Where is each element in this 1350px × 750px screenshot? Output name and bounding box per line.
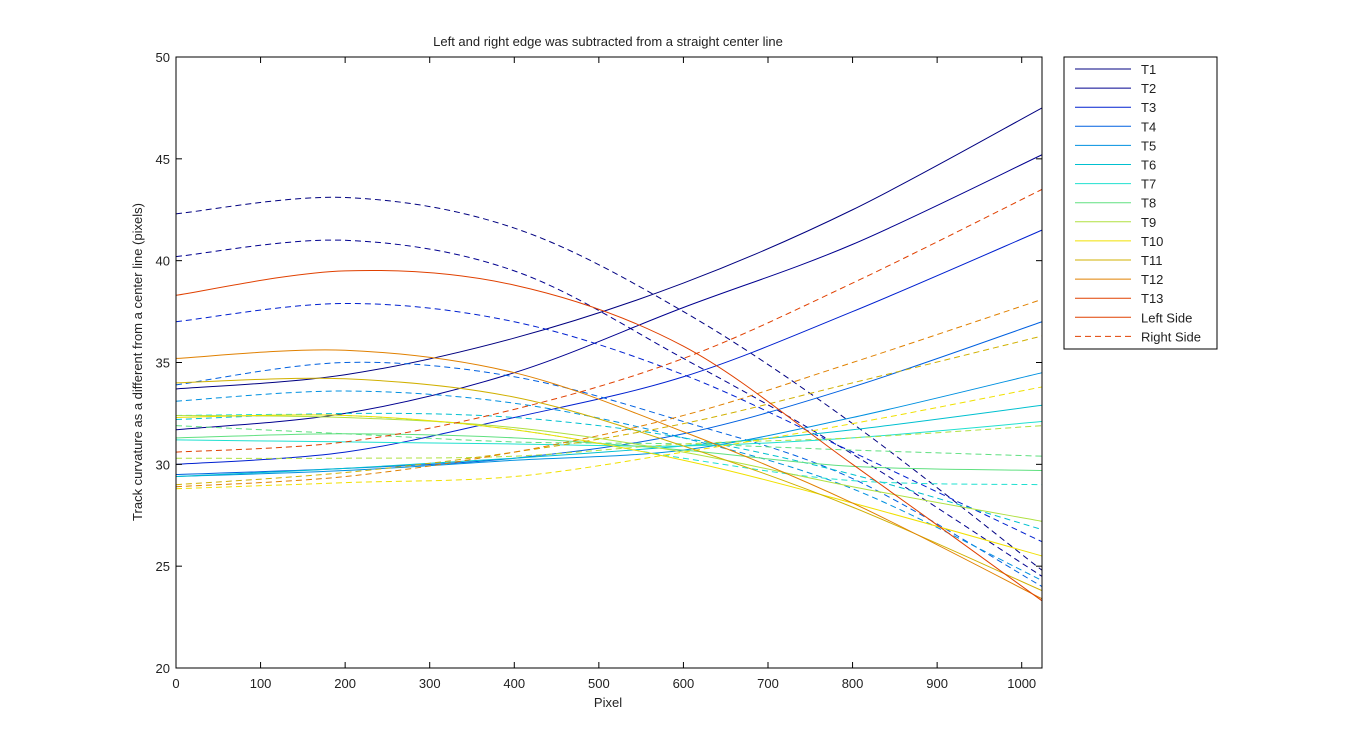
legend-label: T9 — [1141, 215, 1156, 230]
series-line-t5-left — [175, 372, 1043, 478]
series-line-t10-left — [175, 414, 1043, 557]
series-line-t6-right — [175, 412, 1043, 530]
series-line-t11-left — [175, 377, 1043, 592]
series-line-t1-left — [175, 107, 1043, 390]
y-tick-label: 40 — [156, 254, 170, 269]
legend-label: T8 — [1141, 196, 1156, 211]
y-tick-label: 25 — [156, 559, 170, 574]
y-tick-label: 50 — [156, 50, 170, 65]
legend-label: Left Side — [1141, 310, 1192, 325]
series-line-t5-right — [175, 390, 1043, 581]
x-tick-label: 200 — [334, 676, 356, 691]
legend-label: T10 — [1141, 234, 1163, 249]
legend-label: T5 — [1141, 138, 1156, 153]
series-line-t10-right — [175, 386, 1043, 490]
legend-label: T11 — [1141, 253, 1162, 268]
series-line-t13-right — [175, 188, 1043, 453]
series-line-t3-left — [175, 229, 1043, 465]
y-tick-label: 20 — [156, 661, 170, 676]
legend-label: T3 — [1141, 100, 1156, 115]
legend-label: T2 — [1141, 81, 1156, 96]
x-tick-label: 300 — [419, 676, 441, 691]
legend-label: T12 — [1141, 272, 1163, 287]
x-tick-label: 700 — [757, 676, 779, 691]
series-line-t2-right — [175, 239, 1043, 577]
legend: T1 T2 T3 T4 T5 T6 T7 T8 T9 T10 T11 T12 T13 Left Side R… — [1063, 56, 1218, 350]
y-axis: 20 25 30 35 40 45 50 — [156, 50, 1042, 676]
x-axis-label: Pixel — [594, 695, 622, 710]
legend-label: T1 — [1141, 62, 1156, 77]
x-tick-label: 100 — [250, 676, 272, 691]
series-line-t4-right — [175, 361, 1043, 587]
series-line-t11-right — [175, 335, 1043, 486]
legend-label: T6 — [1141, 158, 1156, 173]
chart-title: Left and right edge was subtracted from … — [433, 34, 783, 49]
legend-label: Right Side — [1141, 329, 1201, 344]
y-tick-label: 30 — [156, 457, 170, 472]
y-tick-label: 45 — [156, 152, 170, 167]
series-line-t1-right — [175, 196, 1043, 571]
x-tick-label: 0 — [172, 676, 179, 691]
legend-label: T7 — [1141, 177, 1156, 192]
x-tick-label: 600 — [673, 676, 695, 691]
legend-items: T1 T2 T3 T4 T5 T6 T7 T8 T9 T10 T11 T12 T13 Left Side R… — [1075, 62, 1201, 344]
legend-label: T4 — [1141, 119, 1156, 134]
plot-lines — [175, 107, 1043, 602]
series-line-t9-left — [175, 414, 1043, 522]
y-tick-label: 35 — [156, 356, 170, 371]
series-line-t12-right — [175, 298, 1043, 488]
series-line-t13-left — [175, 269, 1043, 602]
series-line-t6-left — [175, 404, 1043, 478]
series-line-t9-right — [175, 425, 1043, 459]
series-line-t2-left — [175, 154, 1043, 431]
y-axis-label: Track curvature as a different from a ce… — [130, 203, 145, 521]
x-tick-label: 1000 — [1007, 676, 1036, 691]
series-line-t12-left — [175, 349, 1043, 600]
x-tick-label: 800 — [842, 676, 864, 691]
x-axis: 0 100 200 300 400 500 600 700 800 900 1000 — [172, 57, 1036, 691]
x-tick-label: 900 — [926, 676, 948, 691]
legend-label: T13 — [1141, 291, 1163, 306]
x-tick-label: 500 — [588, 676, 610, 691]
x-tick-label: 400 — [503, 676, 525, 691]
